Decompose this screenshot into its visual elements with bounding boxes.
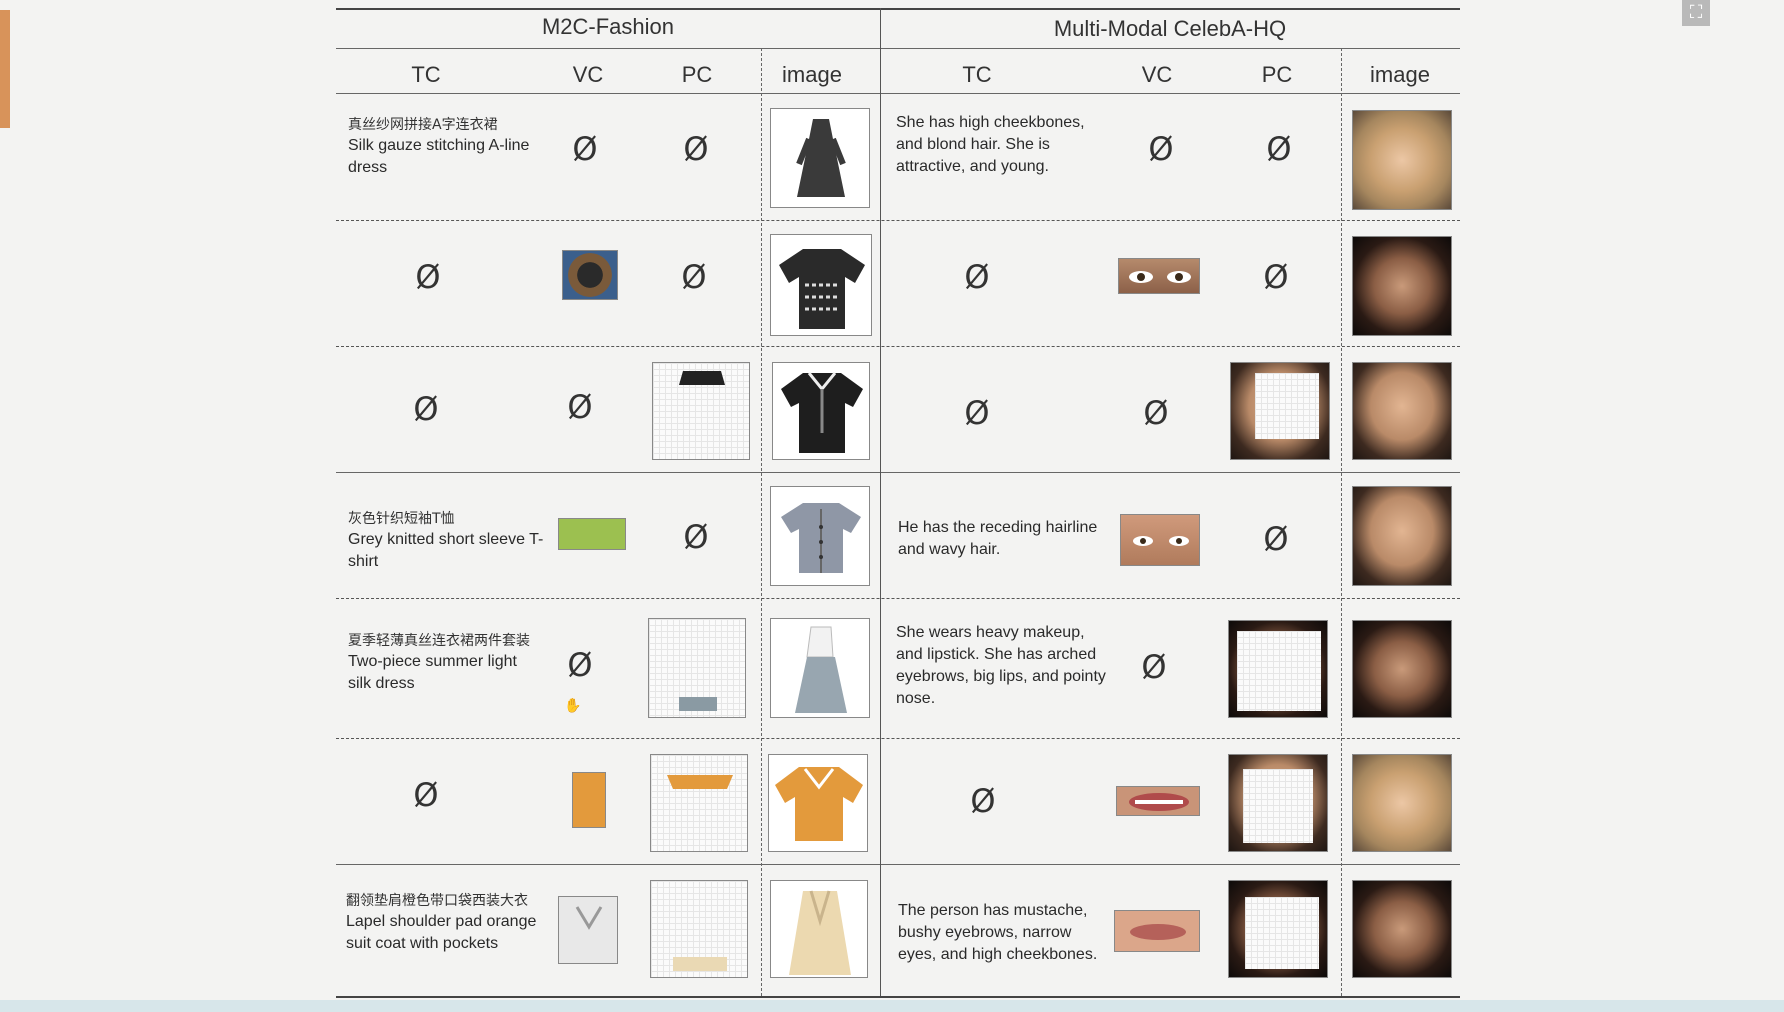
partial-condition-coat-hem [650, 880, 748, 978]
celeba-caption: He has the receding hairline and wavy ha… [898, 519, 1098, 558]
image-orange-tshirt [768, 754, 868, 852]
empty-set-symbol: Ø [970, 782, 996, 820]
empty-set-symbol: Ø [683, 518, 709, 556]
empty-set-symbol: Ø [415, 258, 441, 296]
col-header-vc: VC [572, 62, 604, 87]
partial-condition-collar [652, 362, 750, 460]
empty-set-symbol: Ø [567, 388, 593, 426]
partial-condition-orange-collar [650, 754, 748, 852]
col-header-vc: VC [1141, 62, 1173, 87]
image-face-woman [1352, 362, 1452, 460]
group-separator [880, 8, 881, 996]
col-header-pc: PC [1261, 62, 1293, 87]
visual-condition-eyes [1118, 258, 1200, 294]
section-divider [336, 472, 1460, 473]
row-divider [336, 738, 1460, 739]
empty-set-symbol: Ø [681, 258, 707, 296]
image-column-separator-right [1341, 48, 1342, 996]
table-bottom-rule [336, 996, 1460, 998]
fashion-caption: 灰色针织短袖T恤 Grey knitted short sleeve T-shi… [348, 510, 548, 573]
image-two-piece-dress [770, 618, 870, 718]
image-dress [770, 108, 870, 208]
empty-set-symbol: Ø [683, 130, 709, 168]
partial-condition-face-border [1230, 362, 1330, 460]
visual-condition-knit [558, 518, 626, 550]
bottom-strip [0, 1000, 1784, 1012]
image-face-man [1352, 236, 1452, 336]
celeba-caption: She has high cheekbones, and blond hair.… [896, 114, 1085, 175]
row-divider [336, 346, 1460, 347]
column-header-rule [336, 93, 1460, 94]
empty-set-symbol: Ø [1143, 394, 1169, 432]
empty-set-symbol: Ø [1263, 258, 1289, 296]
empty-set-symbol: Ø [1148, 130, 1174, 168]
hand-cursor-icon: ✋ [564, 698, 582, 714]
group-header-celeba: Multi-Modal CelebA-HQ [1053, 16, 1287, 41]
group-header-fashion: M2C-Fashion [541, 14, 675, 39]
row-divider [336, 598, 1460, 599]
caption-english: Grey knitted short sleeve T-shirt [348, 531, 544, 570]
empty-set-symbol: Ø [413, 390, 439, 428]
visual-condition-pattern [562, 250, 618, 300]
group-header-rule [336, 48, 1460, 49]
empty-set-symbol: Ø [1141, 648, 1167, 686]
empty-set-symbol: Ø [964, 258, 990, 296]
caption-chinese: 翻领垫肩橙色带口袋西装大衣 [346, 893, 528, 909]
empty-set-symbol: Ø [964, 394, 990, 432]
image-face-dark-hair-man [1352, 880, 1452, 978]
section-divider [336, 864, 1460, 865]
col-header-tc: TC [962, 62, 992, 87]
visual-condition-mouth [1114, 910, 1200, 952]
col-header-image: image [1370, 62, 1430, 87]
empty-set-symbol: Ø [1266, 130, 1292, 168]
visual-condition-orange-fabric [572, 772, 606, 828]
image-face-blond-woman [1352, 110, 1452, 210]
caption-chinese: 真丝纱网拼接A字连衣裙 [348, 117, 498, 133]
image-column-separator-left [761, 48, 762, 996]
visual-condition-lapel [558, 896, 618, 964]
fashion-caption: 真丝纱网拼接A字连衣裙 Silk gauze stitching A-line … [348, 116, 548, 179]
caption-english: Lapel shoulder pad orange suit coat with… [346, 913, 537, 952]
caption-chinese: 灰色针织短袖T恤 [348, 511, 455, 527]
image-face-smiling-woman [1352, 754, 1452, 852]
caption-chinese: 夏季轻薄真丝连衣裙两件套装 [348, 633, 530, 649]
empty-set-symbol: Ø [567, 646, 593, 684]
partial-condition-face-man [1228, 880, 1328, 978]
image-patterned-tshirt [770, 234, 872, 336]
celeba-caption: She wears heavy makeup, and lipstick. Sh… [896, 624, 1106, 707]
partial-condition-face-hair [1228, 754, 1328, 852]
col-header-image: image [782, 62, 842, 87]
slide-accent-bar [0, 10, 10, 128]
image-face-wavy-hair-man [1352, 486, 1452, 586]
image-grey-knit-tshirt [770, 486, 870, 586]
partial-condition-face-frame [1228, 620, 1328, 718]
col-header-tc: TC [411, 62, 441, 87]
empty-set-symbol: Ø [1263, 520, 1289, 558]
row-divider [336, 220, 1460, 221]
visual-condition-eyes-male [1120, 514, 1200, 566]
col-header-pc: PC [681, 62, 713, 87]
fashion-caption: 翻领垫肩橙色带口袋西装大衣 Lapel shoulder pad orange … [346, 892, 550, 955]
fashion-caption: 夏季轻薄真丝连衣裙两件套装 Two-piece summer light sil… [348, 632, 540, 695]
image-face-makeup-woman [1352, 620, 1452, 718]
image-beige-suit-coat [770, 880, 868, 978]
caption-english: Two-piece summer light silk dress [348, 653, 517, 692]
celeba-caption: The person has mustache, bushy eyebrows,… [898, 902, 1098, 963]
empty-set-symbol: Ø [572, 130, 598, 168]
visual-condition-lips [1116, 786, 1200, 816]
empty-set-symbol: Ø [413, 776, 439, 814]
image-black-shirt [772, 362, 870, 460]
partial-condition-hem [648, 618, 746, 718]
caption-english: Silk gauze stitching A-line dress [348, 137, 530, 176]
table-top-rule [336, 8, 1460, 10]
exit-fullscreen-icon[interactable]: ⛶ [1682, 0, 1710, 26]
